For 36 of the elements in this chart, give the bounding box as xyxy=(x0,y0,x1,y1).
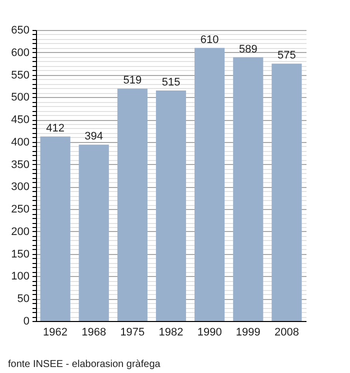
y-tick-label: 150 xyxy=(11,248,30,260)
y-tick-label: 350 xyxy=(11,158,30,171)
data-label: 589 xyxy=(238,43,258,56)
y-tick-label: 500 xyxy=(11,92,30,104)
data-label: 515 xyxy=(162,76,180,88)
data-label: 575 xyxy=(278,50,296,62)
y-tick-label: 250 xyxy=(11,204,30,216)
x-tick-label: 1962 xyxy=(43,326,68,338)
y-tick-label: 200 xyxy=(11,226,30,238)
x-tick-label: 1968 xyxy=(82,326,106,338)
bar xyxy=(233,57,264,321)
bar xyxy=(156,90,186,321)
x-tick-label: 1999 xyxy=(236,326,260,338)
y-tick-label: 100 xyxy=(11,270,30,283)
bar xyxy=(40,136,70,321)
y-tick-label: 50 xyxy=(17,293,30,306)
source-note: fonte INSEE - elaborasion gràfega xyxy=(8,359,161,370)
bar xyxy=(194,48,225,321)
y-tick-label: 400 xyxy=(11,136,30,148)
y-tick-label: 450 xyxy=(11,114,30,126)
data-label: 394 xyxy=(84,130,104,143)
data-label: 519 xyxy=(123,74,142,87)
x-tick-label: 1975 xyxy=(120,326,145,338)
x-tick-label: 1990 xyxy=(197,326,222,338)
x-tick-label: 2008 xyxy=(274,326,299,338)
x-tick-label: 1982 xyxy=(158,326,184,338)
data-label: 412 xyxy=(46,122,64,135)
y-tick-label: 650 xyxy=(11,24,30,36)
y-tick-label: 0 xyxy=(23,316,30,328)
bar xyxy=(272,64,302,321)
y-tick-label: 300 xyxy=(11,181,30,194)
data-label: 610 xyxy=(200,34,219,46)
bar xyxy=(117,88,148,321)
y-tick-label: 550 xyxy=(11,69,30,82)
y-tick-label: 600 xyxy=(11,46,30,59)
bar xyxy=(78,144,109,321)
